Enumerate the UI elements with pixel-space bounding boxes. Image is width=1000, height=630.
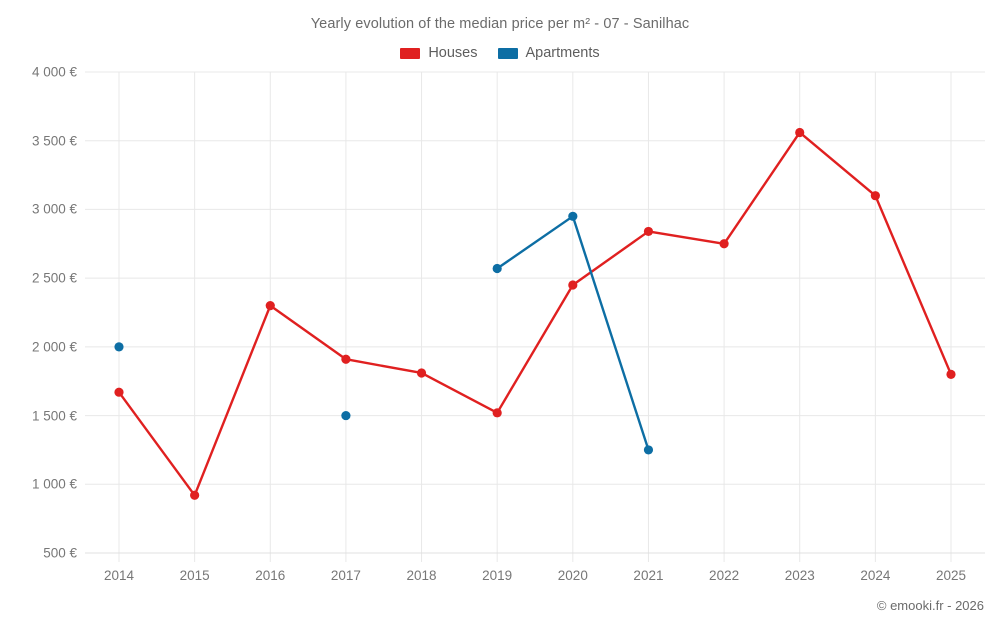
data-point-apartments-2019: [492, 263, 502, 274]
footer-credit: © emooki.fr - 2026: [876, 598, 984, 613]
x-tick-label: 2020: [557, 568, 588, 583]
data-point-apartments-2014: [114, 342, 124, 352]
x-tick-label: 2015: [179, 568, 210, 583]
data-point-houses-2024: [870, 191, 880, 201]
data-point-houses-2014: [114, 387, 124, 397]
y-tick-label: 1 000 €: [31, 476, 77, 492]
data-point-apartments-2020: [568, 211, 578, 221]
x-tick-label: 2022: [709, 568, 740, 583]
data-point-houses-2025: [946, 369, 956, 379]
data-point-houses-2018: [416, 368, 427, 378]
legend-swatch-houses: [400, 47, 421, 59]
legend-item-apartments[interactable]: Apartments: [497, 45, 600, 61]
legend-label-apartments: Apartments: [525, 45, 600, 61]
y-tick-label: 3 000 €: [31, 201, 77, 217]
data-point-houses-2019: [492, 408, 502, 418]
x-tick-label: 2019: [482, 568, 513, 583]
chart-legend: Houses Apartments: [0, 45, 1000, 61]
x-tick-label: 2014: [103, 568, 135, 583]
data-point-apartments-2017: [341, 410, 351, 421]
data-point-houses-2022: [719, 239, 729, 249]
x-tick-label: 2024: [860, 568, 891, 583]
y-tick-label: 2 000 €: [31, 339, 77, 355]
data-point-houses-2016: [265, 301, 275, 311]
legend-swatch-apartments: [497, 47, 518, 59]
x-tick-label: 2017: [330, 568, 361, 583]
data-point-houses-2023: [795, 127, 805, 138]
x-tick-label: 2021: [633, 568, 664, 583]
data-point-houses-2020: [568, 280, 578, 290]
data-point-houses-2021: [643, 226, 654, 237]
x-tick-label: 2018: [406, 568, 437, 583]
x-tick-label: 2023: [784, 568, 815, 583]
y-tick-label: 1 500 €: [31, 408, 77, 424]
legend-label-houses: Houses: [428, 45, 478, 61]
series-line-houses: [117, 131, 953, 497]
y-tick-label: 2 500 €: [31, 270, 77, 286]
chart-title: Yearly evolution of the median price per…: [310, 16, 690, 32]
y-tick-label: 3 500 €: [31, 133, 77, 149]
y-tick-label: 4 000 €: [31, 64, 77, 80]
data-point-apartments-2021: [643, 445, 654, 455]
data-point-houses-2017: [341, 354, 351, 364]
data-point-houses-2015: [190, 490, 200, 500]
x-tick-label: 2016: [255, 568, 286, 583]
x-tick-label: 2025: [935, 568, 967, 583]
y-tick-label: 500 €: [43, 545, 77, 561]
legend-item-houses[interactable]: Houses: [400, 45, 478, 61]
